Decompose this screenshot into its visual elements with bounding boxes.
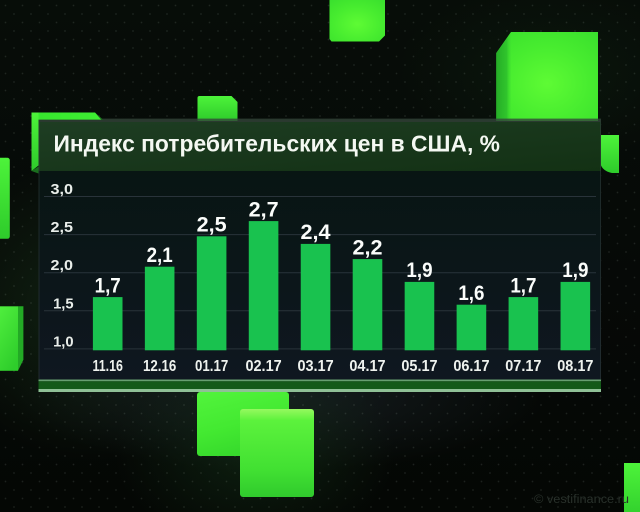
svg-text:1,9: 1,9 [562, 258, 588, 282]
svg-text:01.17: 01.17 [195, 358, 228, 375]
svg-text:2,7: 2,7 [249, 197, 279, 221]
svg-text:06.17: 06.17 [453, 358, 489, 375]
svg-text:2,2: 2,2 [353, 235, 383, 259]
svg-text:07.17: 07.17 [505, 358, 541, 375]
svg-text:05.17: 05.17 [401, 358, 437, 375]
svg-text:1,7: 1,7 [510, 273, 536, 297]
svg-text:2,4: 2,4 [301, 220, 331, 244]
svg-text:08.17: 08.17 [557, 358, 593, 375]
svg-text:2,5: 2,5 [197, 213, 227, 237]
svg-text:02.17: 02.17 [245, 358, 281, 375]
svg-text:12.16: 12.16 [143, 358, 176, 375]
svg-text:1,7: 1,7 [95, 273, 121, 297]
svg-text:11.16: 11.16 [93, 358, 123, 375]
svg-text:2,1: 2,1 [147, 243, 173, 267]
svg-text:2,0: 2,0 [51, 257, 74, 274]
svg-text:2,5: 2,5 [51, 219, 74, 236]
svg-text:1,6: 1,6 [458, 281, 484, 305]
svg-text:1,5: 1,5 [53, 295, 74, 312]
svg-text:3,0: 3,0 [51, 181, 74, 198]
svg-text:© vestifinance.ru: © vestifinance.ru [534, 494, 629, 506]
svg-text:1,9: 1,9 [406, 258, 432, 282]
svg-text:1,0: 1,0 [53, 333, 74, 350]
svg-text:Индекс потребительских цен в С: Индекс потребительских цен в США, % [54, 130, 501, 156]
svg-text:04.17: 04.17 [349, 358, 385, 375]
svg-text:03.17: 03.17 [297, 358, 333, 375]
